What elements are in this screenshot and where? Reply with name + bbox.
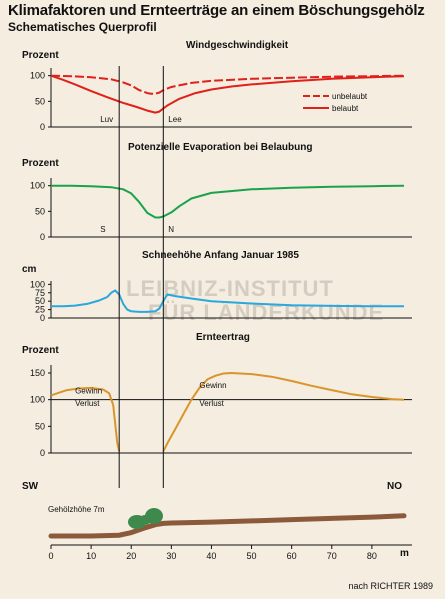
annotation-3-0: Gewinn <box>75 386 102 395</box>
x-tick-label-70: 70 <box>327 551 337 561</box>
source-credit: nach RICHTER 1989 <box>348 581 433 591</box>
y-tick-label-2-0: 0 <box>40 313 45 323</box>
panel-title-1: Potenzielle Evaporation bei Belaubung <box>128 142 312 153</box>
y-tick-label-3-100: 100 <box>30 395 45 405</box>
x-tick-label-40: 40 <box>206 551 216 561</box>
y-unit-label-0: Prozent <box>22 50 59 61</box>
side-label-right: NO <box>387 481 402 492</box>
y-tick-label-0-100: 100 <box>30 71 45 81</box>
side-label-left: SW <box>22 481 39 492</box>
figure-title: Klimafaktoren und Ernteerträge an einem … <box>8 2 425 19</box>
y-tick-label-1-100: 100 <box>30 181 45 191</box>
y-tick-label-0-0: 0 <box>40 122 45 132</box>
y-tick-label-2-50: 50 <box>35 296 45 306</box>
marker-label-1-1: N <box>168 225 174 234</box>
y-tick-label-3-150: 150 <box>30 368 45 378</box>
terrain-profile <box>48 513 407 539</box>
annotation-3-3: Verlust <box>199 399 224 408</box>
marker-label-1-0: S <box>100 225 105 234</box>
y-tick-label-1-0: 0 <box>40 232 45 242</box>
watermark-line-1: LEIBNIZ-INSTITUT <box>126 276 334 301</box>
y-tick-label-2-100: 100 <box>30 279 45 289</box>
y-unit-label-2: cm <box>22 264 37 275</box>
marker-label-0-1: Lee <box>168 115 182 124</box>
y-unit-label-1: Prozent <box>22 158 59 169</box>
series-line-0-0 <box>50 74 405 95</box>
y-tick-label-3-50: 50 <box>35 421 45 431</box>
y-unit-label-3: Prozent <box>22 345 59 356</box>
x-tick-label-60: 60 <box>287 551 297 561</box>
y-tick-label-1-50: 50 <box>35 206 45 216</box>
x-tick-label-50: 50 <box>247 551 257 561</box>
y-tick-label-3-0: 0 <box>40 448 45 458</box>
x-tick-label-10: 10 <box>86 551 96 561</box>
legend-label-1: belaubt <box>332 104 359 113</box>
annotation-3-1: Verlust <box>75 399 100 408</box>
figure-subtitle: Schematisches Querprofil <box>8 20 157 34</box>
x-tick-label-20: 20 <box>126 551 136 561</box>
panel-title-0: Windgeschwindigkeit <box>186 40 289 51</box>
x-tick-label-0: 0 <box>48 551 53 561</box>
y-tick-label-2-25: 25 <box>35 305 45 315</box>
tree-crown-3 <box>139 515 151 525</box>
y-tick-label-2-75: 75 <box>35 288 45 298</box>
y-tick-label-0-50: 50 <box>35 96 45 106</box>
tree-height-label: Gehölzhöhe 7m <box>48 505 105 514</box>
panel-title-2: Schneehöhe Anfang Januar 1985 <box>142 250 299 261</box>
series-line-3-1 <box>162 372 405 452</box>
x-tick-label-80: 80 <box>367 551 377 561</box>
annotation-3-2: Gewinn <box>199 381 226 390</box>
series-line-2-0 <box>51 289 404 313</box>
marker-label-0-0: Luv <box>100 115 113 124</box>
series-line-1-0 <box>51 184 405 219</box>
series-line-3-0 <box>50 386 121 452</box>
legend-label-0: unbelaubt <box>332 92 368 101</box>
x-tick-label-30: 30 <box>166 551 176 561</box>
panel-title-3: Ernteertrag <box>196 332 250 343</box>
x-unit-label: m <box>400 548 409 559</box>
